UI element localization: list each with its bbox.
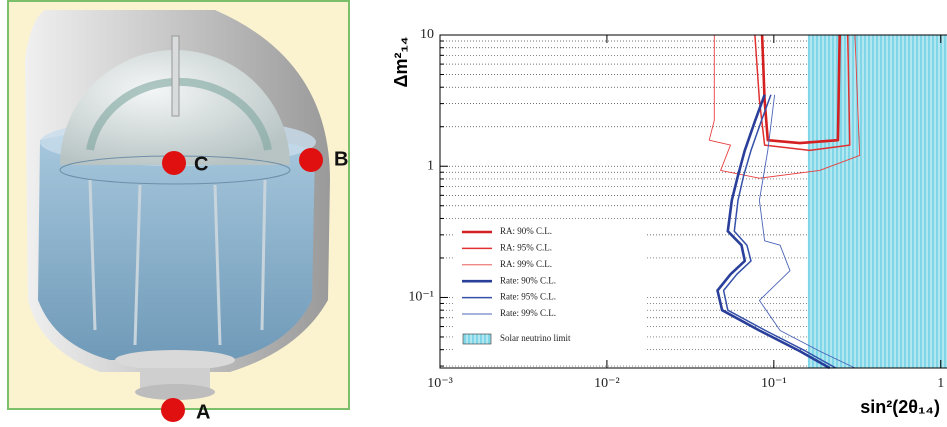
point-marker (161, 398, 185, 422)
legend-label: Rate: 95% C.L. (500, 292, 556, 302)
legend-box (455, 222, 645, 350)
detector-illustration: A B C (7, 0, 350, 423)
base-foot (135, 384, 215, 400)
legend-label: Solar neutrino limit (500, 333, 571, 343)
x-axis-label: sin²(2θ₁₄) (860, 397, 940, 417)
base (115, 350, 235, 370)
shaded-region (807, 35, 947, 368)
point-label: B (334, 148, 348, 170)
series-line (708, 34, 861, 179)
legend-swatch (462, 333, 492, 345)
x-tick-label: 10⁻¹ (761, 376, 787, 391)
x-tick-label: 1 (937, 376, 944, 391)
y-tick-label: 10 (420, 27, 434, 42)
point-label: C (194, 153, 208, 175)
point-marker (299, 148, 323, 172)
series-line (760, 34, 841, 145)
legend-label: RA: 90% C.L. (500, 226, 552, 236)
legend-label: RA: 95% C.L. (500, 242, 552, 252)
y-tick-label: 10⁻¹ (408, 290, 434, 305)
series-line (716, 94, 831, 370)
point-label: A (196, 401, 210, 423)
series-line (758, 94, 856, 369)
legend-label: Rate: 99% C.L. (500, 308, 556, 318)
y-axis-label: Δm²₁₄ (391, 37, 411, 88)
series-line (722, 94, 837, 369)
point-marker (162, 151, 186, 175)
base-column (140, 368, 210, 390)
x-tick-label: 10⁻³ (427, 376, 453, 391)
legs (88, 179, 267, 346)
plot-frame (439, 34, 947, 369)
chimney (171, 35, 180, 117)
water-tank (38, 127, 315, 360)
legend-label: RA: 99% C.L. (500, 259, 552, 269)
series-line (754, 34, 851, 152)
y-tick-label: 1 (427, 158, 434, 173)
legend-label: Rate: 90% C.L. (500, 275, 556, 285)
x-tick-label: 10⁻² (594, 376, 620, 391)
